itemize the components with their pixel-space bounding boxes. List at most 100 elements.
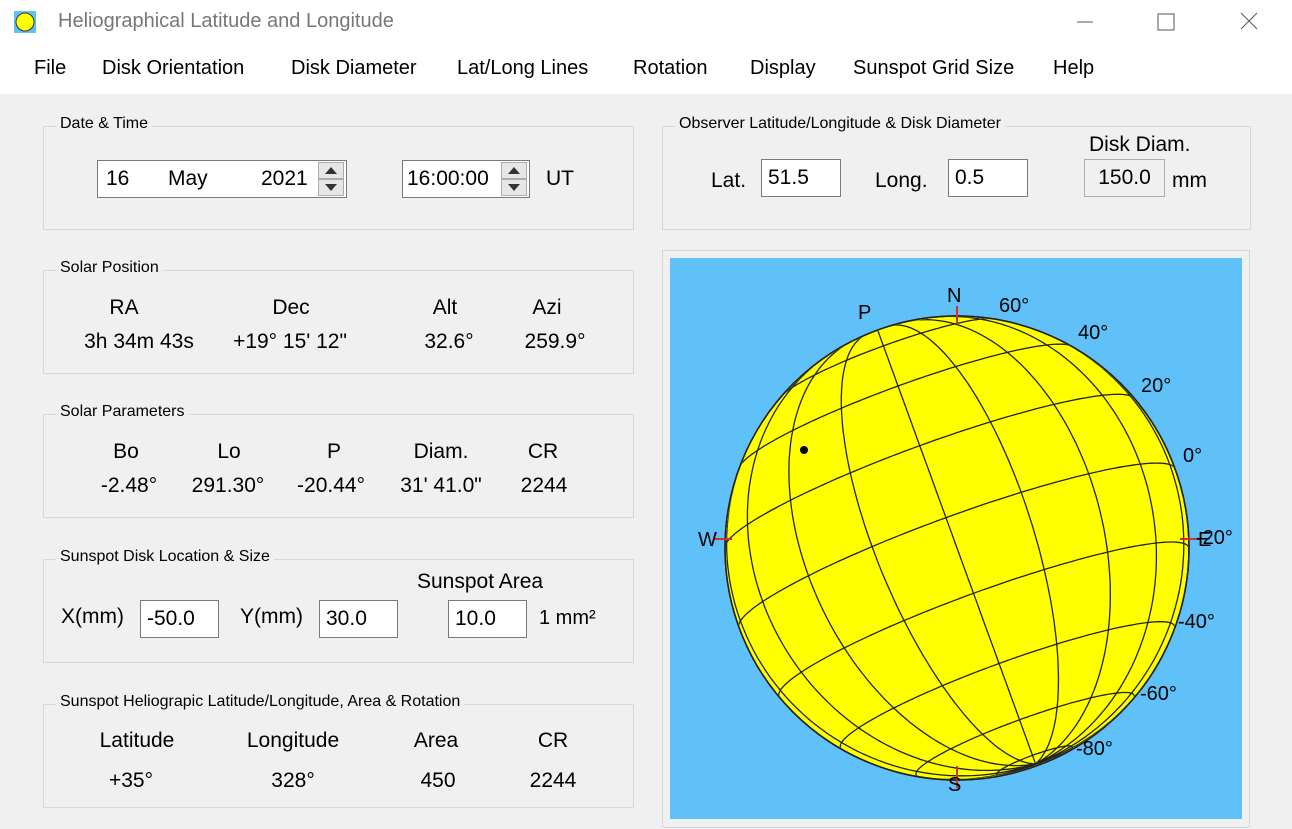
lat-label: Lat. <box>711 169 747 192</box>
time-up-arrow-icon[interactable] <box>501 162 527 179</box>
helio-area-value: 450 <box>420 769 456 792</box>
solar-parameters-group: Solar Parameters <box>43 403 634 518</box>
date-spinner[interactable] <box>318 162 344 196</box>
menu-rotation[interactable]: Rotation <box>633 57 708 79</box>
lat-20s-label: -20° <box>1196 527 1233 549</box>
diam-value: 31' 41.0" <box>400 474 482 497</box>
helio-cr-value: 2244 <box>529 769 577 792</box>
sunspot-disk-title: Sunspot Disk Location & Size <box>56 548 274 566</box>
menu-disk-diameter[interactable]: Disk Diameter <box>291 57 417 79</box>
longitude-line <box>746 354 1036 772</box>
time-down-arrow-icon[interactable] <box>501 179 527 196</box>
alt-value: 32.6° <box>424 330 474 353</box>
dec-header: Dec <box>272 296 310 319</box>
lat-60s-label: -60° <box>1140 683 1177 705</box>
helio-longitude-value: 328° <box>271 769 315 792</box>
sunspot-marker <box>800 446 808 454</box>
solar-position-title: Solar Position <box>56 259 163 277</box>
time-spinner[interactable] <box>501 162 527 196</box>
observer-title: Observer Latitude/Longitude & Disk Diame… <box>675 115 1005 133</box>
date-time-title: Date & Time <box>56 115 153 133</box>
cr-value: 2244 <box>520 474 568 497</box>
azi-header: Azi <box>532 296 562 319</box>
sunspot-y-input[interactable]: 30.0 <box>319 600 398 638</box>
minimize-icon <box>1077 21 1093 23</box>
solar-disk-frame <box>662 250 1250 828</box>
maximize-icon <box>1157 13 1175 31</box>
disk-p-label: P <box>858 302 872 324</box>
helio-area-header: Area <box>413 729 459 752</box>
menu-file[interactable]: File <box>34 57 67 79</box>
disk-west-label: W <box>698 529 717 551</box>
ra-value: 3h 34m 43s <box>84 330 194 353</box>
date-down-arrow-icon[interactable] <box>318 179 344 196</box>
y-mm-label: Y(mm) <box>240 605 303 628</box>
long-label: Long. <box>875 169 928 192</box>
lo-header: Lo <box>217 440 241 463</box>
azi-value: 259.9° <box>524 330 586 353</box>
date-day[interactable]: 16 <box>106 167 130 190</box>
solar-disk-panel[interactable] <box>670 258 1242 819</box>
window-title: Heliographical Latitude and Longitude <box>58 10 394 32</box>
lat-0-label: 0° <box>1183 445 1203 467</box>
lat-60n-label: 60° <box>999 295 1030 317</box>
sunspot-area-unit: 1 mm² <box>539 607 596 629</box>
sunspot-area-label: Sunspot Area <box>417 570 544 593</box>
date-picker[interactable]: 16 May 2021 <box>97 160 347 198</box>
lat-40s-label: -40° <box>1178 611 1215 633</box>
ut-label: UT <box>546 167 574 190</box>
ra-header: RA <box>109 296 139 319</box>
alt-header: Alt <box>432 296 458 319</box>
lat-80s-label: -80° <box>1076 738 1113 760</box>
disk-south-label: S <box>948 774 962 796</box>
bo-header: Bo <box>113 440 139 463</box>
maximize-button[interactable] <box>1144 6 1190 38</box>
menu-help[interactable]: Help <box>1053 57 1095 79</box>
sunspot-helio-group: Sunspot Heliograpic Latitude/Longitude, … <box>43 693 634 808</box>
lo-value: 291.30° <box>191 474 265 497</box>
observer-lat-input[interactable]: 51.5 <box>761 159 841 197</box>
observer-long-input[interactable]: 0.5 <box>948 159 1028 197</box>
minimize-button[interactable] <box>1062 6 1108 38</box>
longitude-line <box>890 324 1060 765</box>
longitude-line <box>788 342 1036 767</box>
observer-group: Observer Latitude/Longitude & Disk Diame… <box>662 115 1251 230</box>
solar-parameters-title: Solar Parameters <box>56 403 189 421</box>
date-time-group: Date & Time <box>43 115 634 230</box>
date-up-arrow-icon[interactable] <box>318 162 344 179</box>
solar-position-group: Solar Position <box>43 259 634 374</box>
bo-value: -2.48° <box>100 474 158 497</box>
longitude-line <box>840 334 1036 765</box>
sunspot-area-input[interactable]: 10.0 <box>448 600 527 638</box>
sun-app-icon <box>14 11 36 33</box>
menu-sunspot-grid-size[interactable]: Sunspot Grid Size <box>853 57 1015 79</box>
disk-diam-label: Disk Diam. <box>1089 133 1191 156</box>
close-button[interactable] <box>1226 6 1272 38</box>
date-month[interactable]: May <box>168 167 208 190</box>
sunspot-disk-group: Sunspot Disk Location & Size <box>43 548 634 663</box>
sunspot-x-input[interactable]: -50.0 <box>140 600 219 638</box>
helio-latitude-header: Latitude <box>99 729 175 752</box>
x-mm-label: X(mm) <box>61 605 124 628</box>
disk-north-label: N <box>947 285 962 307</box>
p-value: -20.44° <box>297 474 365 497</box>
menu-lat-long-lines[interactable]: Lat/Long Lines <box>457 57 589 79</box>
helio-latitude-value: +35° <box>108 769 154 792</box>
longitude-line <box>726 429 1036 777</box>
title-bar: Heliographical Latitude and Longitude <box>0 0 1292 44</box>
p-header: P <box>326 440 342 463</box>
cr-header: CR <box>527 440 559 463</box>
close-icon <box>1240 12 1258 30</box>
solar-disk-canvas[interactable] <box>670 258 1242 819</box>
disk-east-label: E <box>1198 529 1212 551</box>
menu-disk-orientation[interactable]: Disk Orientation <box>102 57 245 79</box>
lat-40n-label: 40° <box>1078 322 1109 344</box>
date-year[interactable]: 2021 <box>261 167 308 190</box>
helio-cr-header: CR <box>537 729 569 752</box>
lat-20n-label: 20° <box>1141 375 1172 397</box>
sunspot-helio-title: Sunspot Heliograpic Latitude/Longitude, … <box>56 693 465 711</box>
longitude-line <box>907 319 1111 765</box>
longitude-line <box>877 329 1037 765</box>
menu-bar: File Disk Orientation Disk Diameter Lat/… <box>0 44 1292 94</box>
menu-display[interactable]: Display <box>750 57 816 79</box>
